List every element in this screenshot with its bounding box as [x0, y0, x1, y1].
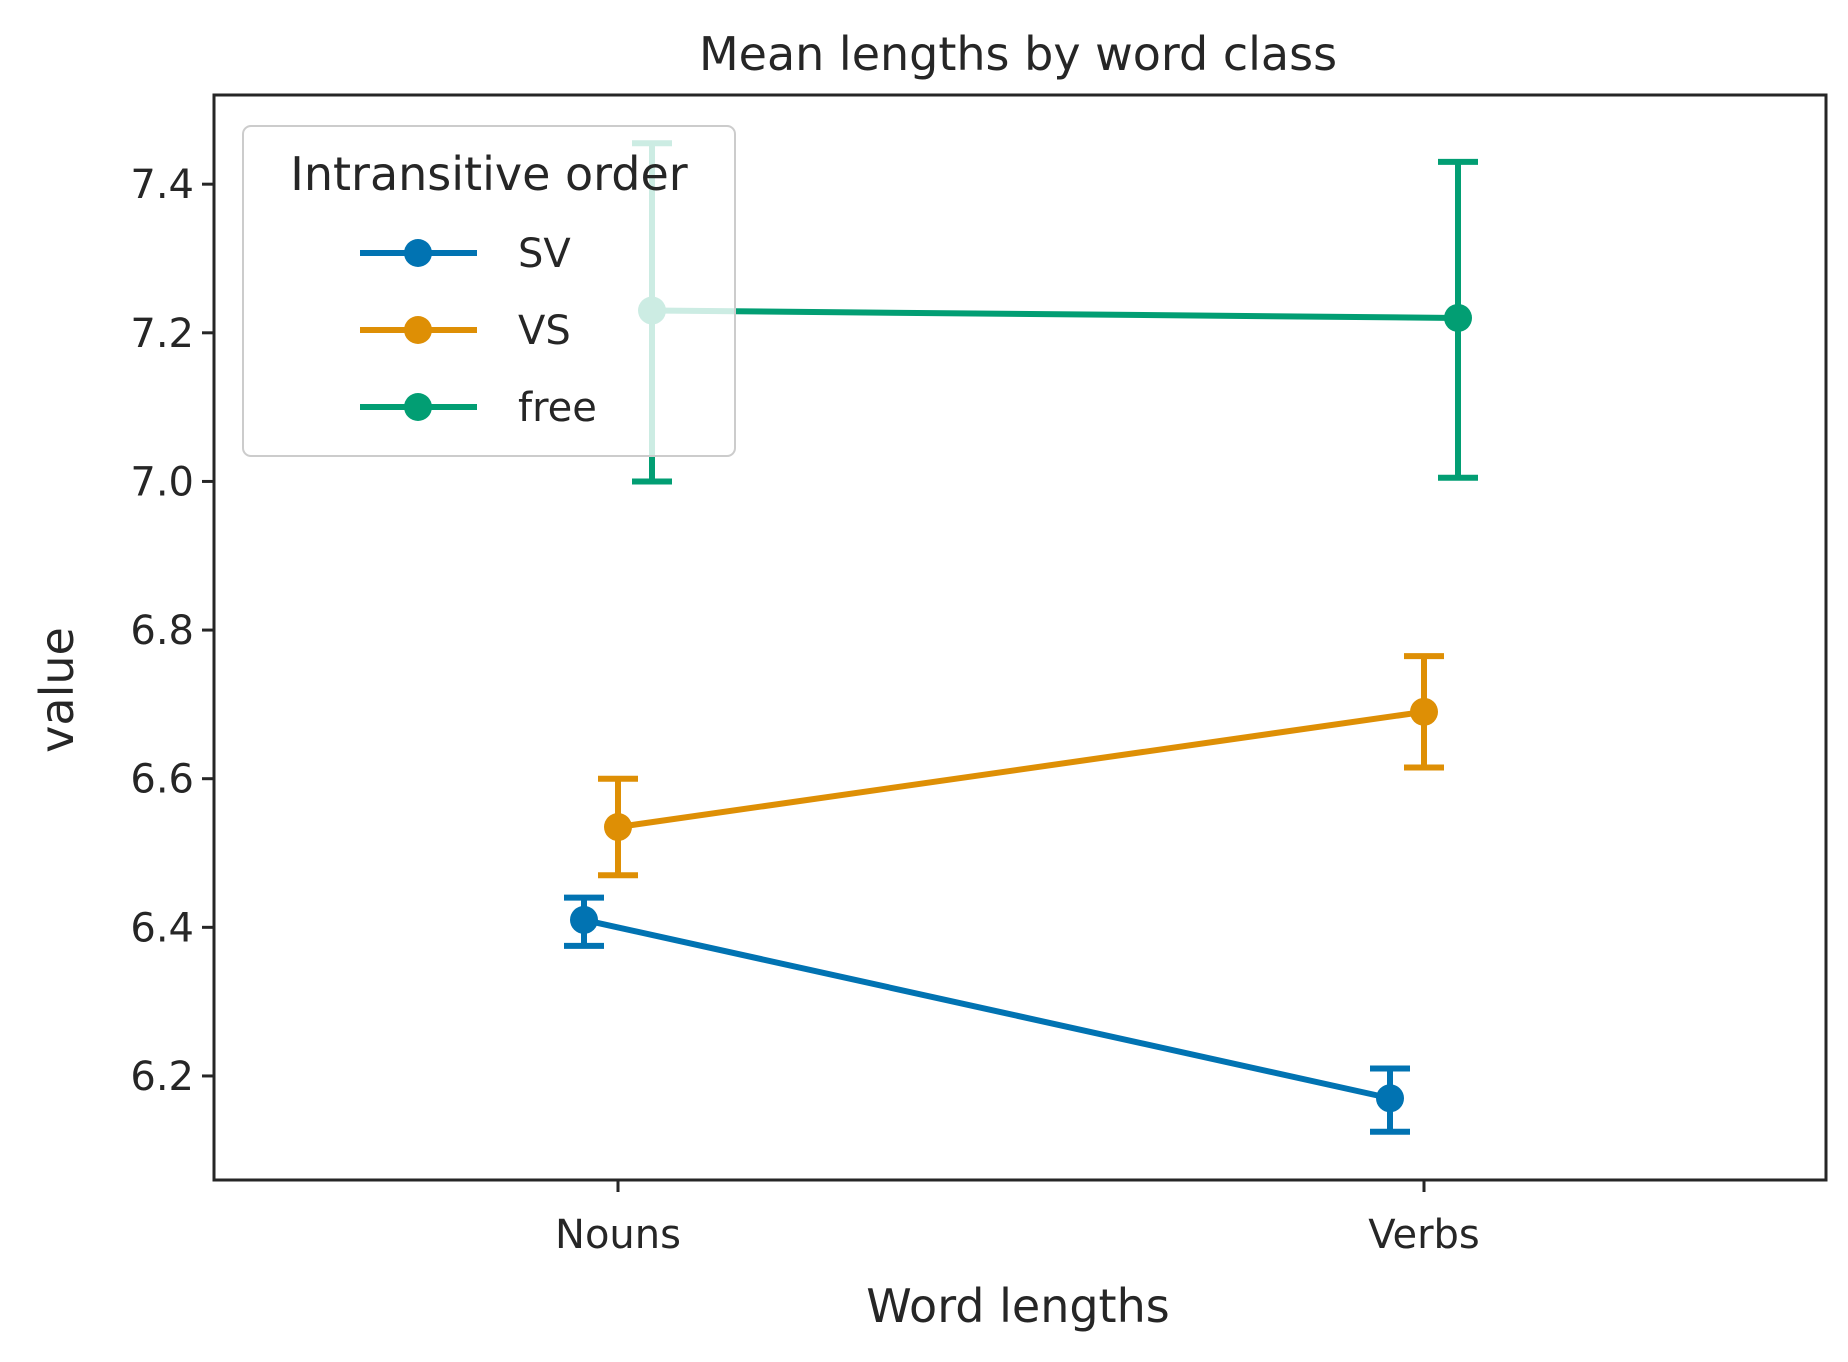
- series-line: [651, 307, 1459, 321]
- series-line: [617, 708, 1425, 830]
- legend-box: [242, 125, 736, 457]
- series-line: [583, 916, 1391, 1102]
- legend-item-SV: SV: [360, 231, 571, 277]
- legend-label: VS: [518, 308, 571, 354]
- data-point: [1376, 1084, 1404, 1113]
- legend-item-VS: VS: [360, 308, 571, 354]
- y-tick-label: 7.4: [130, 162, 194, 208]
- series-VS: [598, 653, 1444, 879]
- y-tick-label: 6.4: [130, 905, 194, 951]
- legend-marker: [404, 393, 432, 421]
- legend-marker: [404, 239, 432, 267]
- series-free: [632, 140, 1478, 485]
- legend-title: Intransitive order: [290, 147, 687, 201]
- x-axis-label: Word lengths: [866, 1279, 1169, 1333]
- legend-marker: [404, 316, 432, 344]
- legend-item-free: free: [360, 385, 597, 431]
- x-tick-label: Nouns: [555, 1212, 681, 1258]
- data-point: [604, 813, 632, 842]
- legend: Intransitive order SV VS free: [242, 125, 736, 457]
- axes: 6.2 6.4 6.6 6.8 7.0 7.2 7.4 Nouns Verbs: [130, 162, 1479, 1258]
- y-tick-label: 7.2: [130, 311, 194, 357]
- plot-frame: [212, 93, 1828, 1182]
- y-tick-label: 7.0: [130, 459, 194, 505]
- y-tick-label: 6.6: [130, 757, 194, 803]
- legend-label: SV: [518, 231, 571, 277]
- series-SV: [564, 894, 1410, 1135]
- y-tick-label: 6.2: [130, 1054, 194, 1100]
- data-point: [570, 905, 598, 934]
- y-tick-label: 6.8: [130, 608, 194, 654]
- y-axis-label: value: [30, 627, 84, 753]
- data-point: [1410, 697, 1438, 726]
- chart-title: Mean lengths by word class: [699, 27, 1337, 81]
- x-tick-label: Verbs: [1368, 1212, 1480, 1258]
- data-point: [1444, 303, 1472, 332]
- legend-label: free: [518, 385, 597, 431]
